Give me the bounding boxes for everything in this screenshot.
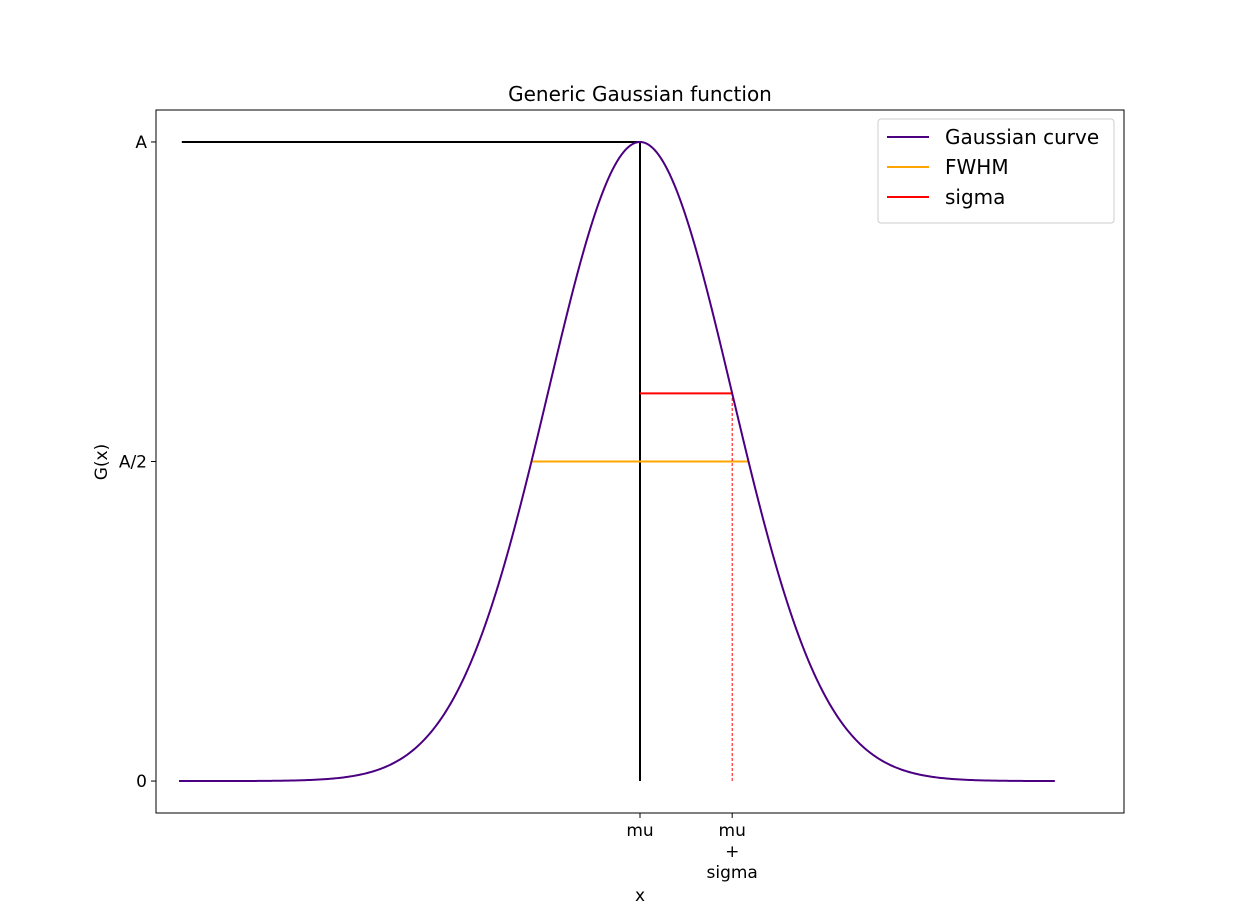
y-tick-label: 0 [136,772,147,792]
x-tick-label: mu + sigma [707,821,758,883]
chart-title: Generic Gaussian function [508,82,772,106]
legend-box [877,118,1115,224]
gaussian-curve [179,140,1055,783]
x-tick-label: mu [626,821,653,841]
legend-label: FWHM [945,155,1009,179]
y-axis: 0 A/2 A [119,133,156,792]
y-tick-label: A [135,133,147,153]
legend-label: sigma [945,185,1005,209]
legend: Gaussian curve FWHM sigma [877,118,1115,224]
y-axis-label: G(x) [92,444,112,481]
x-axis: mu mu + sigma [626,813,758,883]
plot-area [179,140,1055,783]
legend-label: Gaussian curve [945,125,1099,149]
y-tick-label: A/2 [119,453,147,473]
x-axis-label: x [635,886,645,906]
